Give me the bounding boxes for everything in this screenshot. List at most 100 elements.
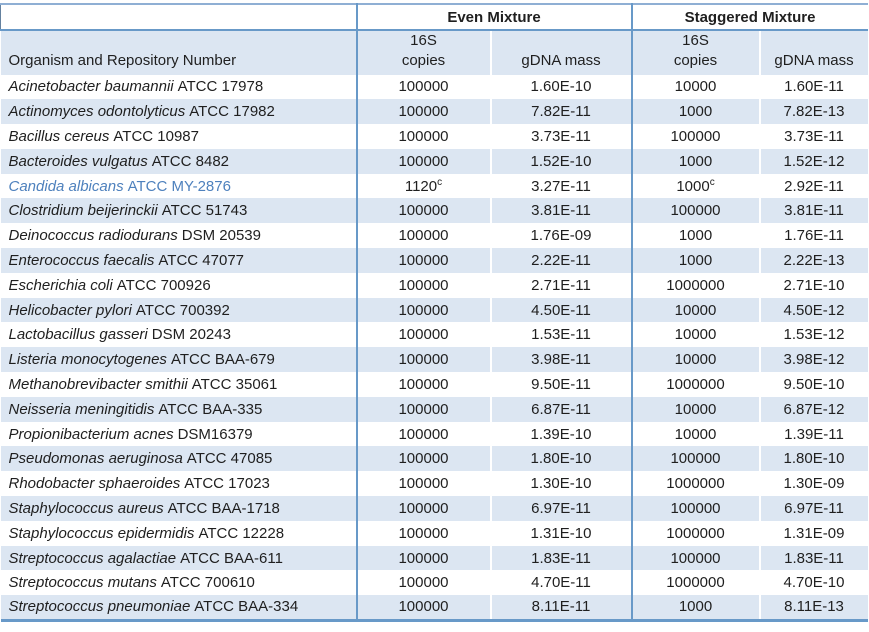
staggered-16s-copies-cell: 1000 [630,223,760,249]
header-copies-label: copies [673,52,718,70]
header-16s-label: 16S [682,32,709,49]
even-16s-copies-cell: 100000 [355,421,491,447]
even-16s-copies-cell: 100000 [355,570,491,596]
repository-number: ATCC 35061 [191,375,278,393]
staggered-gdna-mass-cell: 1.53E-12 [758,322,868,348]
organism-name: Streptococcus agalactiae [8,549,177,567]
even-gdna-mass-value: 4.70E-11 [531,574,591,592]
organism-cell: Methanobrevibacter smithii ATCC 35061 [1,372,357,397]
even-16s-copies-value: 100000 [398,202,449,220]
table-row: Lactobacillus gasseri DSM 20243 100000 1.… [1,322,868,348]
even-gdna-mass-value: 3.73E-11 [531,127,591,145]
even-16s-copies-cell: 100000 [355,595,491,621]
staggered-gdna-mass-cell: 4.70E-10 [758,570,868,596]
even-16s-copies-value: 100000 [398,549,449,567]
repository-number: ATCC 700926 [116,276,211,294]
staggered-gdna-mass-cell: 6.97E-11 [758,496,868,521]
repository-number: ATCC 12228 [198,524,285,542]
staggered-16s-copies-value: 1000 [676,177,710,195]
staggered-16s-copies-cell: 1000 [630,99,760,125]
staggered-16s-copies-cell: 1000000 [630,570,760,596]
organism-name: Propionibacterium acnes [8,425,174,443]
organism-name: Acinetobacter baumannii [8,78,174,96]
table-row: Acinetobacter baumannii ATCC 17978 100000… [1,74,868,100]
even-16s-copies-cell: 100000 [355,372,491,397]
even-16s-copies-cell: 100000 [355,446,491,472]
organism-cell: Deinococcus radiodurans DSM 20539 [1,223,357,248]
organism-cell: Clostridium beijerinckii ATCC 51743 [1,198,357,223]
repository-number: ATCC BAA-611 [180,549,283,567]
repository-number: ATCC 47085 [186,450,273,468]
even-16s-copies-cell: 100000 [355,545,491,571]
repository-number: ATCC MY-2876 [127,177,231,195]
even-16s-copies-cell: 100000 [355,74,491,100]
staggered-gdna-mass-value: 4.50E-12 [783,301,845,319]
even-16s-copies-cell: 100000 [355,496,491,521]
even-16s-copies-value: 100000 [398,227,449,245]
even-gdna-mass-value: 3.27E-11 [531,177,591,195]
even-gdna-mass-value: 9.50E-11 [531,375,591,393]
organism-cell: Streptococcus mutans ATCC 700610 [1,570,357,595]
staggered-16s-copies-value: 1000000 [666,475,725,493]
organism-name: Helicobacter pylori [8,301,132,319]
staggered-gdna-mass-cell: 2.22E-13 [758,248,868,273]
table-header: Even Mixture Staggered Mixture Organism … [0,4,868,75]
table-row: Bacteroides vulgatus ATCC 8482 100000 1.5… [0,148,868,174]
staggered-gdna-mass-cell: 3.73E-11 [758,124,868,149]
staggered-gdna-mass-value: 1.76E-11 [784,227,844,245]
repository-number: ATCC BAA-1718 [167,499,280,517]
organism-cell: Actinomyces odontolyticus ATCC 17982 [1,99,357,124]
staggered-gdna-mass-cell: 1.31E-09 [758,520,868,546]
staggered-gdna-mass-cell: 2.92E-11 [758,173,868,199]
organism-name: Clostridium beijerinckii [8,202,158,220]
staggered-16s-copies-value: 1000 [678,152,713,170]
organism-name: Escherichia coli [8,276,113,294]
staggered-gdna-mass-value: 1.31E-09 [783,524,845,542]
even-gdna-mass-value: 1.83E-11 [531,549,591,567]
staggered-16s-copies-cell: 100000 [630,198,760,224]
repository-number: ATCC BAA-334 [194,598,299,616]
staggered-16s-copies-value: 1000 [678,251,713,269]
staggered-gdna-mass-cell: 1.80E-10 [758,446,868,472]
organism-name: Streptococcus pneumoniae [8,598,191,616]
staggered-gdna-mass-header: gDNA mass [758,30,868,75]
footnote-marker: c [709,176,715,188]
even-16s-copies-cell: 100000 [355,347,491,373]
staggered-16s-copies-cell: 100000 [630,124,760,149]
staggered-16s-copies-value: 10000 [674,301,717,319]
staggered-16s-copies-cell: 1000 [630,248,760,273]
organism-cell: Streptococcus pneumoniae ATCC BAA-334 [1,595,357,620]
even-16s-copies-cell: 100000 [355,396,491,422]
staggered-gdna-mass-value: 8.11E-13 [784,598,844,616]
footnote-marker: c [437,176,443,188]
staggered-16s-copies-cell: 1000c [630,173,760,199]
staggered-gdna-mass-value: 4.70E-10 [783,574,845,592]
organism-name: Listeria monocytogenes [8,351,167,369]
even-gdna-mass-cell: 7.82E-11 [489,99,632,125]
even-gdna-mass-value: 1.53E-11 [531,326,591,344]
staggered-gdna-mass-value: 3.73E-11 [784,127,844,145]
staggered-16s-copies-value: 100000 [670,202,721,220]
even-16s-copies-value: 100000 [398,152,449,170]
staggered-16s-copies-value: 1000000 [666,574,725,592]
staggered-mixture-header: Staggered Mixture [630,4,868,31]
organism-cell: Pseudomonas aeruginosa ATCC 47085 [1,446,357,471]
table-row: Enterococcus faecalis ATCC 47077 100000 2… [0,248,868,273]
staggered-16s-copies-cell: 1000 [630,595,760,621]
even-gdna-mass-value: 3.81E-11 [531,202,591,220]
even-gdna-mass-cell: 1.80E-10 [489,446,632,472]
even-16s-copies-value: 100000 [398,127,449,145]
even-16s-copies-value: 100000 [398,251,449,269]
table-row: Deinococcus radiodurans DSM 20539 100000 … [1,223,868,249]
organism-name: Bacteroides vulgatus [8,152,148,170]
organism-cell: Helicobacter pylori ATCC 700392 [1,298,357,323]
even-gdna-mass-value: 1.60E-10 [530,78,592,96]
organism-column-header: Organism and Repository Number [8,52,237,70]
table-row: Bacillus cereus ATCC 10987 100000 3.73E-1… [1,124,868,149]
organism-cell: Listeria monocytogenes ATCC BAA-679 [1,347,357,372]
staggered-16s-copies-value: 1000000 [666,524,725,542]
header-16s-label: 16S [410,32,437,49]
table-row: Actinomyces odontolyticus ATCC 17982 1000… [0,99,868,125]
staggered-16s-copies-cell: 1000 [630,148,760,174]
staggered-gdna-mass-cell: 9.50E-10 [758,372,868,397]
